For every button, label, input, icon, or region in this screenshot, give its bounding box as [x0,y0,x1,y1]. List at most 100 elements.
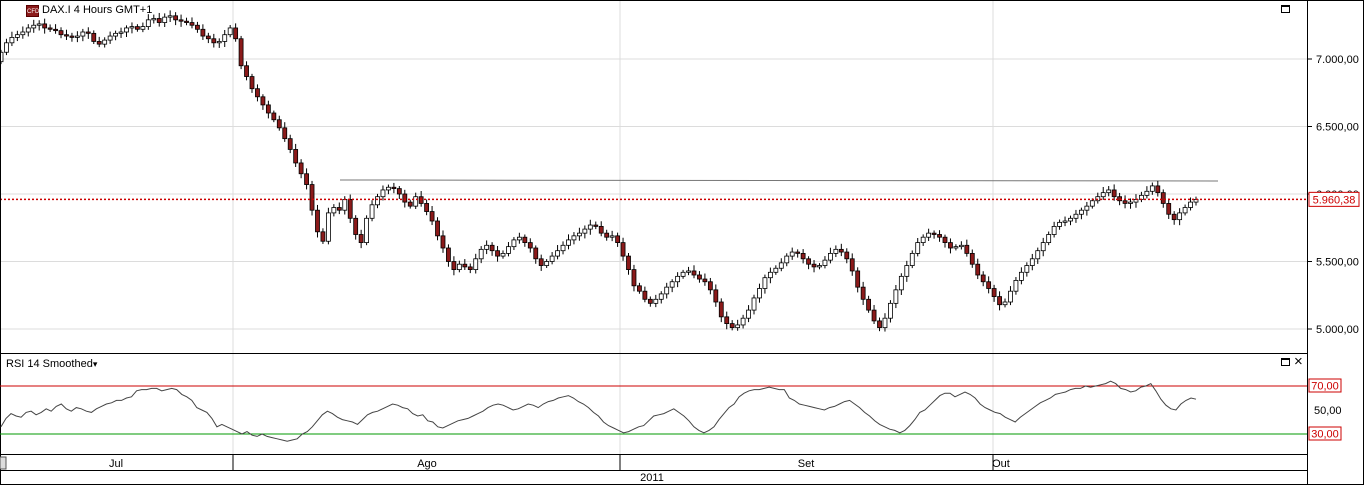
candle-body [484,244,490,250]
candle-body [74,35,80,38]
candle-body [587,224,593,230]
candle-body [522,236,528,243]
candle-body [1018,271,1024,281]
candle-body [538,258,544,266]
candle-body [293,149,299,164]
candle-body [997,296,1002,306]
candle-body [309,184,315,211]
candle-body [375,196,380,206]
candle-body [718,301,724,318]
candle-body [1100,192,1106,198]
candle-body [58,30,64,36]
candle-body [833,248,839,254]
candle-body [276,119,282,129]
chevron-down-icon[interactable]: ▾ [92,359,98,369]
candle-body [391,186,397,189]
price-tick-label: 7.000,00 [1316,54,1359,66]
candle-body [53,28,58,32]
candle-body [80,31,86,37]
candle-body [729,323,735,329]
candle-body [773,267,779,273]
candle-body [167,15,173,18]
time-axis: Jul Ago Set Out [109,458,1010,470]
candle-body [222,34,228,42]
candle-body [1171,213,1177,221]
close-icon[interactable]: × [1294,353,1303,370]
rsi-tag-lower: 30,00 [1308,426,1342,441]
month-label: Ago [417,458,437,470]
candle-body [1040,242,1046,252]
candle-body [113,32,118,37]
candle-body [156,18,162,23]
candle-body [331,207,337,214]
candle-body [342,198,348,211]
candle-body [315,209,320,233]
candle-body [456,263,462,271]
maximize-rsi-button[interactable] [1281,358,1290,366]
candle-body [4,42,9,53]
candle-body [1155,185,1161,194]
price-candles [0,10,1199,332]
candle-body [336,207,342,211]
candle-body [364,217,369,244]
candle-body [1149,185,1155,192]
candle-body [516,236,522,241]
candle-body [118,31,124,34]
rsi-tag-mid: 50,00 [1314,405,1342,417]
candle-body [489,244,495,252]
rsi-gridlines [0,385,1307,435]
candle-body [527,242,533,249]
candle-body [31,24,37,29]
candle-body [298,162,304,175]
candle-body [926,232,932,238]
candle-body [462,263,468,268]
candle-body [205,35,211,40]
candle-body [686,270,691,273]
svg-text:5.960,38: 5.960,38 [1313,194,1356,206]
candle-body [637,285,642,292]
candle-body [216,41,222,44]
candle-body [1177,212,1183,221]
candle-body [320,231,326,242]
candle-body [64,34,69,37]
candle-body [626,255,631,271]
candle-body [828,252,833,261]
candle-body [724,316,730,325]
candle-body [877,320,882,329]
candle-body [135,26,140,30]
candle-body [1111,189,1117,198]
candle-body [1008,290,1013,303]
candle-body [948,242,953,249]
candle-body [1128,201,1133,204]
candle-body [129,26,135,29]
candle-body [533,247,539,260]
candle-body [407,201,413,207]
candle-body [942,236,948,243]
candle-body [173,15,179,21]
candle-body [593,224,599,227]
candle-body [380,189,386,198]
candle-body [909,252,915,266]
candle-body [1013,279,1019,292]
maximize-chart-button[interactable] [1281,5,1290,13]
candle-body [25,27,31,33]
candle-body [287,138,293,150]
candle-body [20,31,26,36]
scroll-handle[interactable] [0,456,7,470]
candle-body [1133,198,1139,203]
candle-body [1035,250,1041,260]
candle-body [986,281,992,289]
candle-body [1084,205,1090,211]
candle-body [560,244,566,252]
candle-body [47,27,53,30]
candle-body [500,252,506,257]
candle-body [609,235,615,238]
year-label: 2011 [640,472,664,484]
candle-body [233,27,239,40]
candle-body [478,248,484,260]
candle-body [882,317,888,329]
candle-body [435,220,440,237]
candle-body [969,252,975,265]
price-tick-label: 6.500,00 [1316,122,1359,134]
rsi-indicator-title[interactable]: RSI 14 Smoothed▾ [6,358,97,370]
